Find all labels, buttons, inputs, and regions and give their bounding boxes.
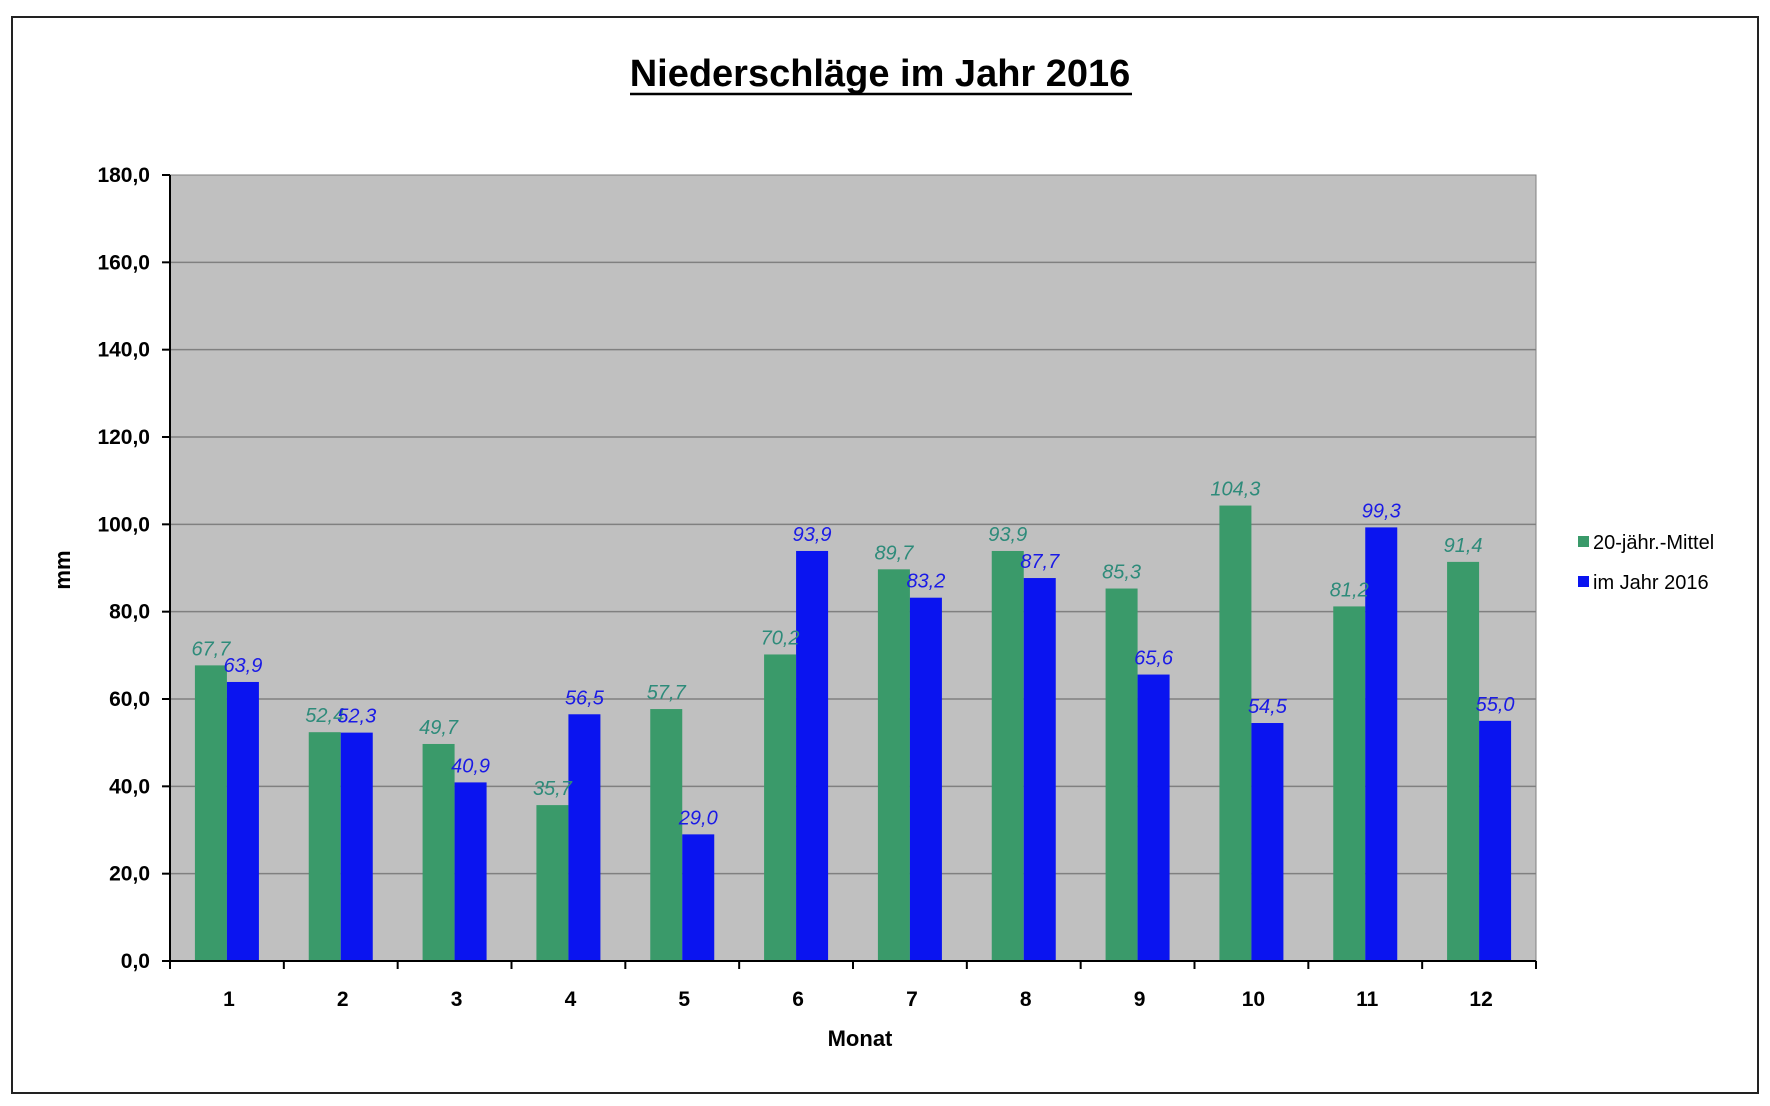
bar-mittel [877, 569, 910, 961]
data-label: 57,7 [647, 682, 687, 704]
bar-jahr-2016 [1137, 674, 1170, 961]
data-label: 65,6 [1134, 648, 1174, 670]
legend-swatch [1578, 536, 1589, 547]
bar-jahr-2016 [1023, 578, 1056, 961]
y-tick-label: 100,0 [97, 513, 150, 536]
x-tick-label: 2 [337, 988, 349, 1011]
chart-title: Niederschläge im Jahr 2016 [630, 53, 1131, 95]
bar-mittel [1219, 505, 1252, 961]
y-tick-label: 40,0 [109, 775, 150, 798]
legend: 20-jähr.-Mittel im Jahr 2016 [1578, 532, 1714, 594]
data-label: 70,2 [761, 627, 800, 649]
x-tick-label: 1 [223, 988, 235, 1011]
legend-label: im Jahr 2016 [1593, 572, 1709, 594]
y-tick-label: 120,0 [97, 426, 150, 449]
data-label: 55,0 [1476, 694, 1515, 716]
bar-jahr-2016 [1251, 723, 1284, 961]
data-label: 83,2 [906, 571, 945, 593]
bar-mittel [764, 654, 797, 961]
bar-mittel [991, 550, 1024, 961]
data-label: 56,5 [565, 687, 605, 709]
data-label: 52,3 [337, 706, 376, 728]
bar-jahr-2016 [909, 597, 942, 961]
y-tick-label: 80,0 [109, 601, 150, 624]
legend-swatch [1578, 576, 1589, 587]
x-tick-label: 6 [792, 988, 804, 1011]
bar-mittel [1333, 606, 1366, 961]
bar-mittel [650, 709, 683, 961]
data-label: 93,9 [988, 524, 1027, 546]
x-tick-label: 10 [1242, 988, 1265, 1011]
x-tick-label: 11 [1356, 988, 1379, 1011]
y-tick-label: 160,0 [97, 251, 150, 274]
bar-jahr-2016 [796, 550, 829, 961]
x-axis-label: Monat [828, 1026, 893, 1051]
x-tick-label: 8 [1020, 988, 1032, 1011]
bar-mittel [422, 743, 455, 961]
data-label: 54,5 [1248, 696, 1288, 718]
y-tick-label: 20,0 [109, 863, 150, 886]
data-label: 85,3 [1102, 562, 1141, 584]
data-label: 63,9 [223, 655, 262, 677]
legend-label: 20-jähr.-Mittel [1593, 532, 1714, 554]
y-tick-label: 180,0 [97, 164, 150, 187]
gridlines [170, 261, 1536, 875]
data-label: 87,7 [1020, 551, 1060, 573]
data-label: 91,4 [1444, 535, 1483, 557]
x-tick-label: 5 [678, 988, 690, 1011]
data-label: 99,3 [1362, 500, 1401, 522]
data-label: 81,2 [1330, 579, 1369, 601]
bar-jahr-2016 [1479, 720, 1512, 961]
axes: 0,0 20,0 40,0 60,0 80,0 100,0 120,0 140,0 160,0 1… [97, 164, 1537, 1011]
bar-jahr-2016 [454, 782, 487, 961]
bar-jahr-2016 [682, 834, 715, 961]
bars [194, 505, 1512, 961]
plot-area [169, 174, 1537, 962]
bar-jahr-2016 [1365, 527, 1398, 961]
x-tick-label: 4 [565, 988, 577, 1011]
data-label: 67,7 [191, 638, 231, 660]
y-tick-label: 0,0 [121, 950, 150, 973]
bar-mittel [1105, 588, 1138, 961]
bar-jahr-2016 [568, 714, 601, 961]
y-axis-label: mm [50, 550, 75, 589]
data-labels: 67,7 52,4 49,7 35,7 57,7 70,2 89,7 93,9 85,3 104,… [191, 479, 1514, 830]
data-label: 35,7 [533, 778, 573, 800]
y-tick-label: 60,0 [109, 688, 150, 711]
data-label: 52,4 [305, 705, 344, 727]
x-tick-label: 9 [1134, 988, 1146, 1011]
y-tick-label: 140,0 [97, 339, 150, 362]
x-tick-label: 7 [906, 988, 918, 1011]
bar-mittel [308, 732, 341, 961]
data-label: 89,7 [874, 542, 914, 564]
bar-mittel [536, 805, 569, 961]
x-tick-label: 3 [451, 988, 463, 1011]
x-tick-label: 12 [1469, 988, 1492, 1011]
data-label: 40,9 [451, 755, 490, 777]
data-label: 49,7 [419, 717, 459, 739]
bar-mittel [194, 665, 227, 961]
data-label: 93,9 [793, 524, 832, 546]
data-label: 104,3 [1210, 479, 1260, 501]
data-label: 29,0 [678, 807, 718, 829]
bar-jahr-2016 [340, 732, 373, 961]
bar-mittel [1447, 561, 1480, 961]
bar-jahr-2016 [226, 681, 259, 961]
